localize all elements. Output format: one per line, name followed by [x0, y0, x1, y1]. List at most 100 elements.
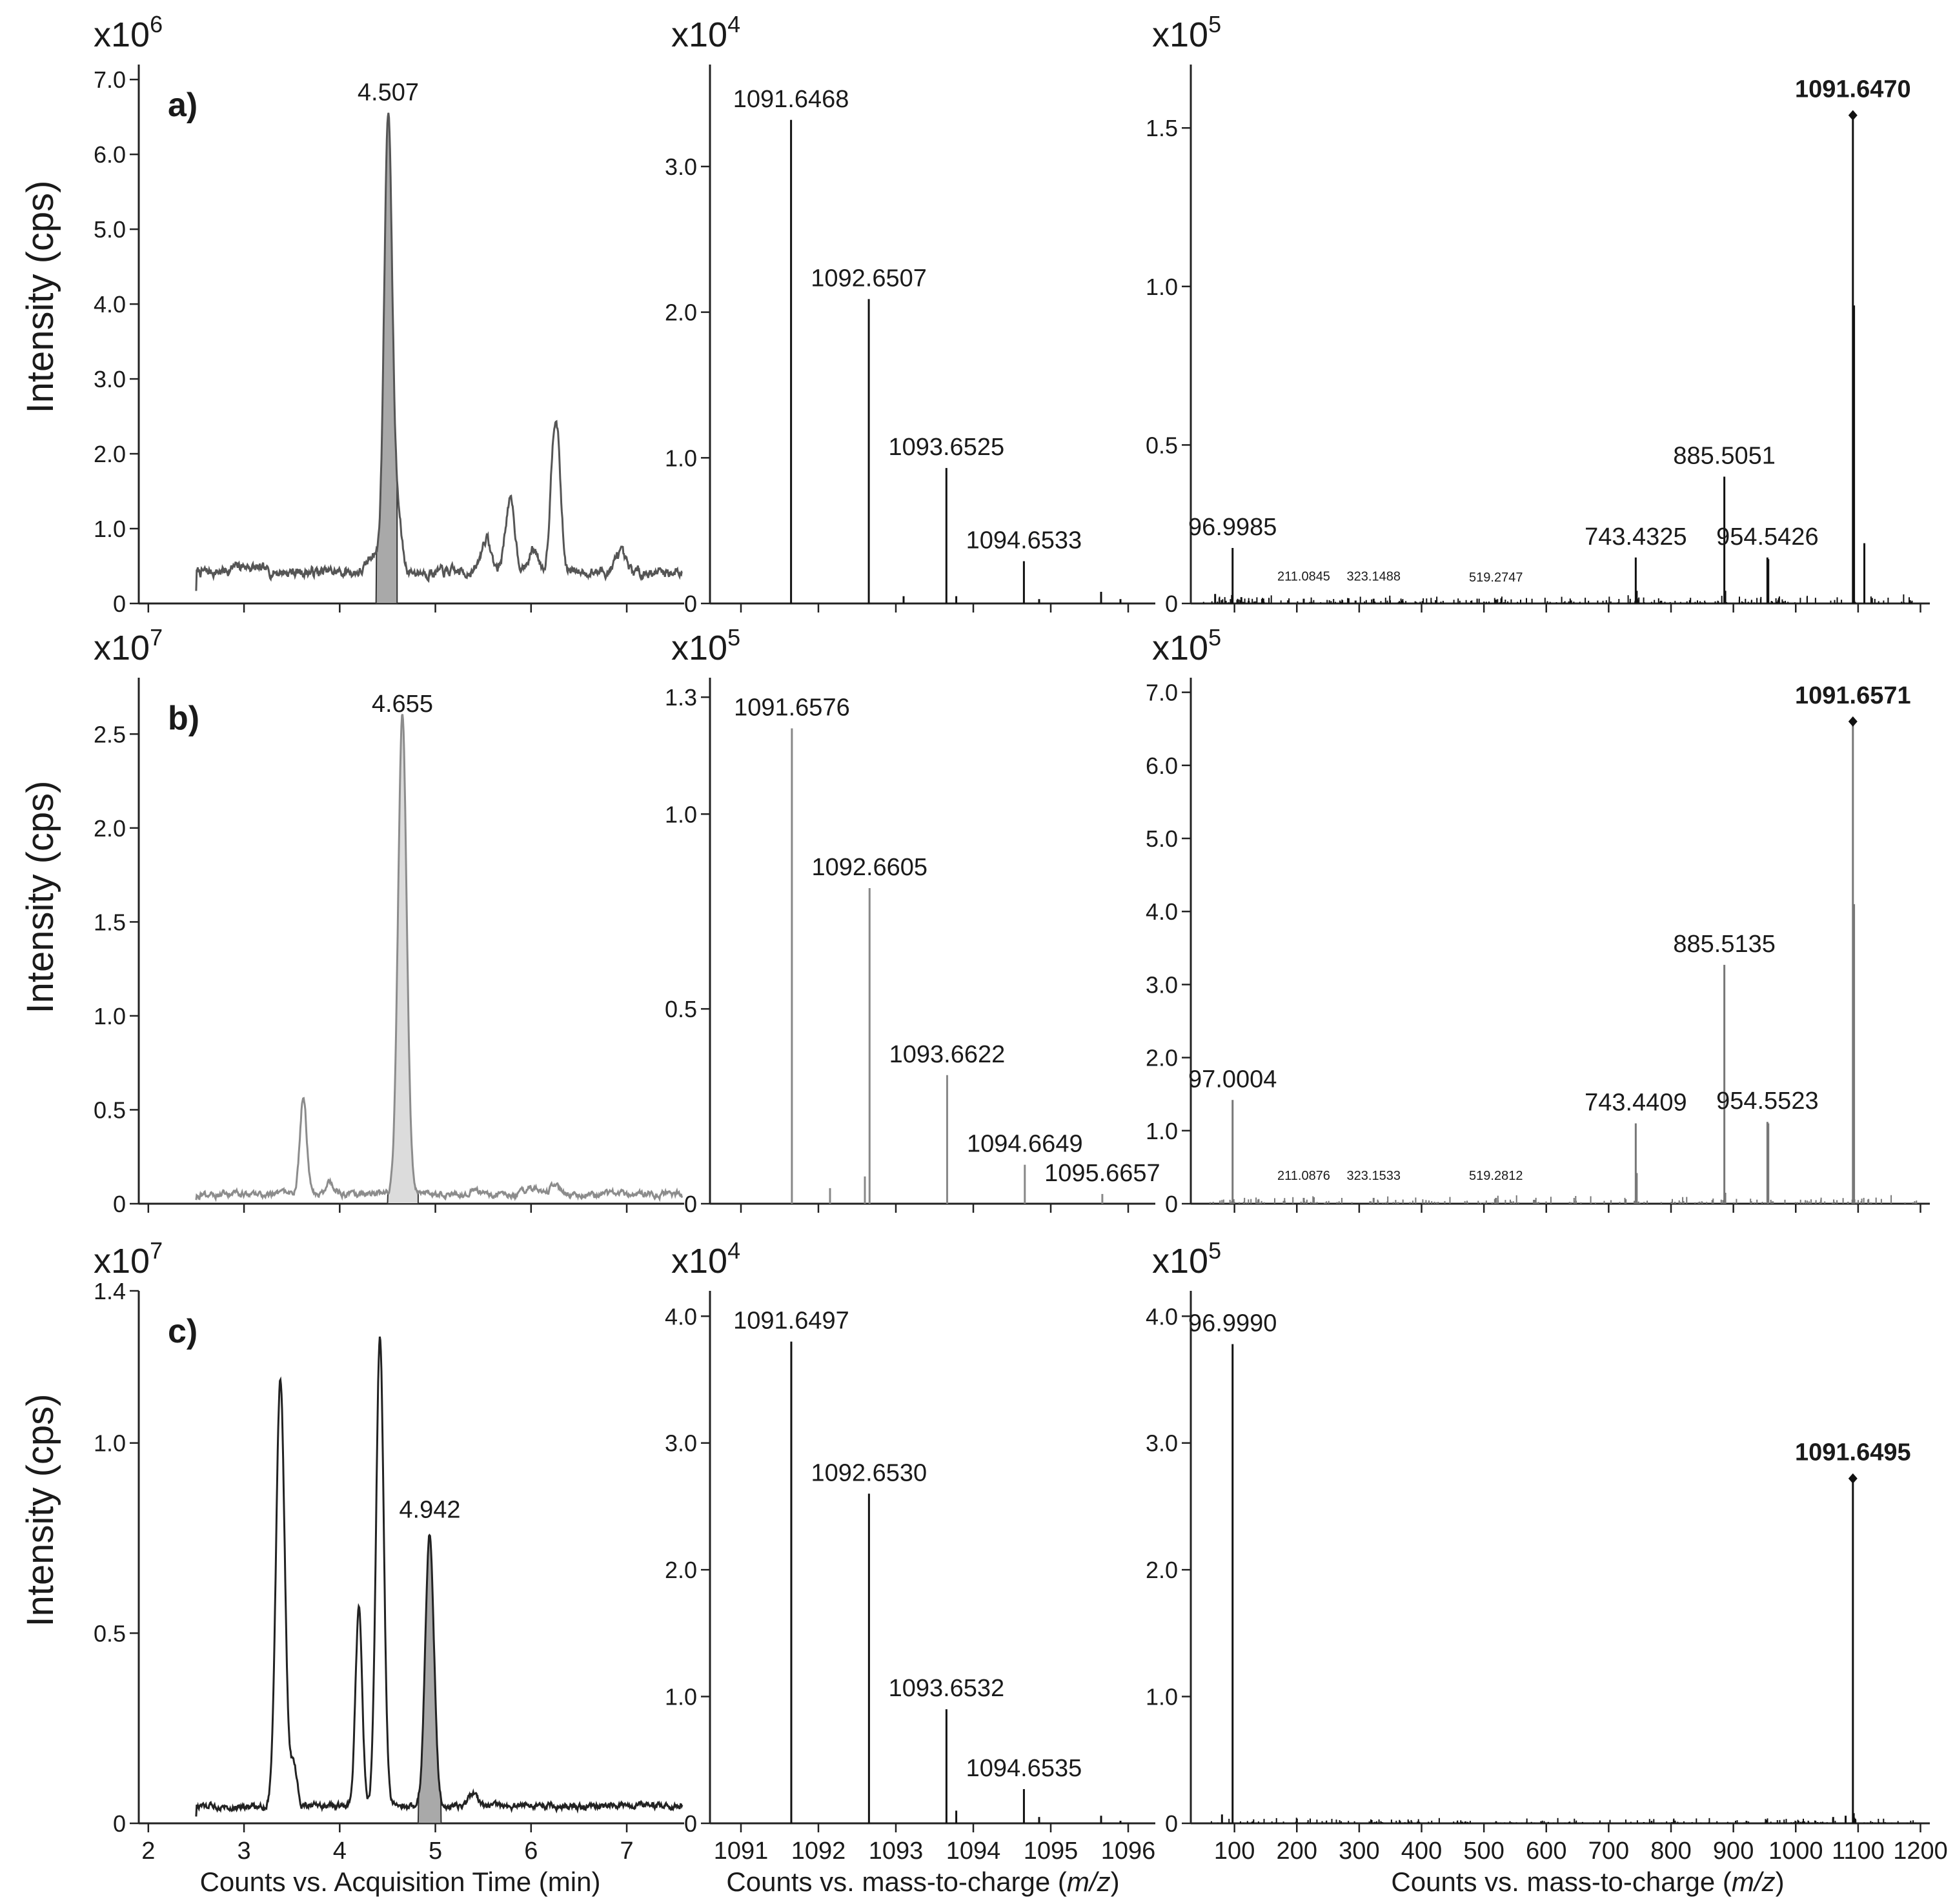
peak-label: 4.507 — [358, 79, 419, 106]
peak-mz-label: 954.5426 — [1716, 523, 1819, 551]
y-tick-label: 3.0 — [1146, 1430, 1178, 1457]
x-axis-label-ms1: Counts vs. mass-to-charge (m/z) — [726, 1867, 1119, 1897]
y-tick-label: 0.5 — [94, 1620, 126, 1646]
x-tick-label: 100 — [1214, 1838, 1255, 1865]
peak-mz-label: 211.0876 — [1277, 1169, 1330, 1183]
x-tick-label: 400 — [1401, 1838, 1442, 1865]
y-axis-labels: Intensity (cps) Intensity (cps) Intensit… — [19, 181, 61, 1627]
peak-mz-label: 1092.6507 — [811, 265, 927, 292]
peak-mz-label: 1092.6605 — [811, 854, 927, 881]
x-axis-label-ms2: Counts vs. mass-to-charge (m/z) — [1391, 1867, 1784, 1897]
x-tick-label: 1200 — [1893, 1838, 1948, 1865]
y-tick-label: 7.0 — [1146, 680, 1178, 706]
y-tick-label: 0 — [113, 1191, 126, 1217]
multiplier-label: x104 — [671, 11, 740, 54]
x-tick-label: 1000 — [1768, 1838, 1823, 1865]
shaded-peak-area — [387, 714, 419, 1204]
y-tick-label: 0 — [1165, 1191, 1178, 1217]
peak-mz-label: 1092.6530 — [811, 1459, 927, 1486]
peak-mz-label: 954.5523 — [1716, 1088, 1819, 1115]
y-tick-label: 3.0 — [1146, 971, 1178, 998]
x-tick-label: 2 — [141, 1838, 155, 1865]
x-tick-label: 7 — [620, 1838, 633, 1865]
y-tick-label: 4.0 — [665, 1303, 697, 1330]
y-tick-label: 1.5 — [1146, 115, 1178, 141]
peak-mz-label: 1091.6571 — [1795, 682, 1911, 709]
peak-mz-label: 97.0004 — [1188, 1066, 1277, 1093]
x-tick-label: 500 — [1463, 1838, 1504, 1865]
y-axis-label-row-c: Intensity (cps) — [19, 1394, 61, 1627]
precursor-diamond-icon — [1848, 716, 1858, 727]
y-tick-label: 5.0 — [94, 216, 126, 243]
peak-mz-label: 1093.6532 — [889, 1675, 1005, 1702]
noise-sticks — [1202, 594, 1913, 603]
y-tick-label: 3.0 — [665, 1430, 697, 1457]
multiplier-label: x107 — [94, 1237, 163, 1281]
x-tick-label: 1095 — [1024, 1838, 1079, 1865]
y-tick-label: 1.0 — [665, 445, 697, 471]
panel-a-ms2: x105 0 0.5 1.0 1.5 96.9985 211.0845 323.1488 519… — [1146, 11, 1930, 617]
precursor-diamond-icon — [1848, 110, 1858, 121]
multiplier-label: x105 — [1152, 1237, 1221, 1281]
x-tick-label: 6 — [524, 1838, 538, 1865]
noise-sticks — [1210, 1195, 1918, 1204]
y-tick-label: 2.0 — [665, 1557, 697, 1583]
peak-label: 4.655 — [372, 691, 433, 718]
row-label: a) — [168, 86, 198, 124]
peak-mz-label: 1095.6657 — [1044, 1160, 1160, 1187]
peak-mz-label: 1094.6649 — [967, 1131, 1083, 1158]
chromatogram-trace — [195, 1336, 684, 1817]
chromatogram-trace — [195, 112, 683, 591]
x-tick-label: 1093 — [869, 1838, 924, 1865]
multiplier-label: x104 — [671, 1237, 740, 1281]
x-axis-labels: Counts vs. Acquisition Time (min) Counts… — [200, 1867, 1785, 1897]
y-tick-label: 0 — [1165, 591, 1178, 617]
y-tick-label: 4.0 — [94, 291, 126, 318]
x-tick-label: 1091 — [714, 1838, 769, 1865]
y-tick-label: 0 — [113, 591, 126, 617]
peak-mz-label: 96.9985 — [1188, 514, 1277, 541]
peak-mz-label: 743.4325 — [1585, 523, 1687, 551]
y-tick-label: 1.0 — [94, 1003, 126, 1029]
y-tick-label: 0.5 — [1146, 432, 1178, 458]
row-label: c) — [168, 1313, 198, 1350]
multiplier-label: x105 — [1152, 11, 1221, 54]
peak-mz-label: 1091.6497 — [733, 1308, 849, 1335]
y-tick-label: 0 — [113, 1810, 126, 1837]
y-tick-label: 0.5 — [94, 1097, 126, 1123]
peak-mz-label: 743.4409 — [1585, 1089, 1687, 1116]
y-tick-label: 1.0 — [1146, 1684, 1178, 1710]
y-tick-label: 2.0 — [1146, 1557, 1178, 1583]
peak-mz-label: 519.2747 — [1469, 571, 1523, 585]
x-tick-label: 900 — [1713, 1838, 1754, 1865]
x-tick-label: 600 — [1526, 1838, 1566, 1865]
x-tick-label: 700 — [1588, 1838, 1629, 1865]
peak-label: 4.942 — [399, 1496, 460, 1523]
panel-a-ms1: x104 0 1.0 2.0 3.0 1091.6468 1092.6507 1093.652… — [665, 11, 1155, 617]
y-tick-label: 7.0 — [94, 66, 126, 93]
peak-mz-label: 1091.6495 — [1795, 1439, 1911, 1466]
multiplier-label: x107 — [94, 624, 163, 667]
peak-mz-label: 519.2812 — [1469, 1169, 1523, 1183]
panel-b-ms1: x105 0 0.5 1.0 1.3 1091.6576 1092.6605 1093.662… — [665, 624, 1160, 1217]
x-axis-label-chromatogram: Counts vs. Acquisition Time (min) — [200, 1867, 601, 1897]
peak-mz-label: 96.9990 — [1188, 1310, 1277, 1337]
y-tick-label: 1.0 — [94, 1430, 126, 1457]
row-label: b) — [168, 700, 199, 737]
peak-mz-label: 1093.6525 — [888, 434, 1004, 461]
peak-mz-label: 885.5135 — [1673, 931, 1776, 958]
x-tick-label: 300 — [1339, 1838, 1379, 1865]
x-tick-label: 1094 — [946, 1838, 1001, 1865]
x-tick-label: 3 — [237, 1838, 250, 1865]
x-tick-label: 1096 — [1101, 1838, 1156, 1865]
y-tick-label: 0 — [1165, 1810, 1178, 1837]
peak-mz-label: 323.1533 — [1347, 1169, 1401, 1183]
y-axis-label-row-a: Intensity (cps) — [19, 181, 61, 414]
peak-mz-label: 1091.6470 — [1795, 76, 1911, 103]
x-tick-label: 5 — [429, 1838, 442, 1865]
chromatogram-trace — [195, 714, 684, 1202]
multiplier-label: x105 — [1152, 624, 1221, 667]
